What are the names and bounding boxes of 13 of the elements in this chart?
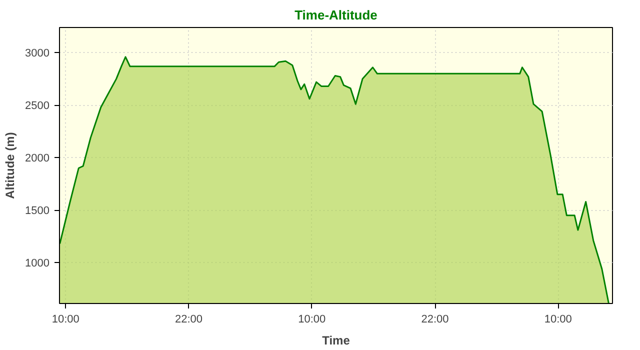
y-tick-label: 2500: [25, 100, 50, 112]
x-axis-title: Time: [322, 334, 350, 348]
x-tick-label: 10:00: [544, 314, 572, 326]
x-tick-label: 22:00: [421, 314, 449, 326]
x-tick-label: 10:00: [298, 314, 326, 326]
x-tick-label: 22:00: [175, 314, 203, 326]
y-tick-label: 3000: [25, 48, 50, 60]
y-axis-title: Altitude (m): [3, 132, 18, 199]
y-tick-label: 1500: [25, 205, 50, 218]
chart-title: Time-Altitude: [294, 8, 378, 22]
x-tick-label: 10:00: [52, 314, 80, 326]
y-tick-label: 1000: [25, 258, 50, 270]
y-tick-label: 2000: [25, 152, 50, 165]
